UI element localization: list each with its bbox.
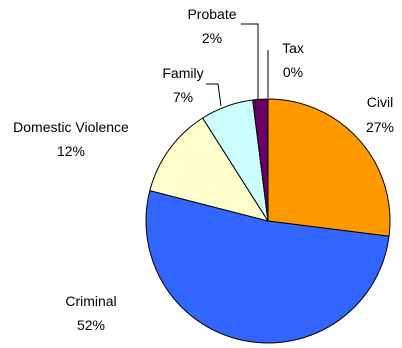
leader-line-family [206, 83, 222, 107]
slice-label-tax: Tax [282, 40, 304, 56]
slice-percent-probate: 2% [202, 30, 222, 46]
slice-label-family: Family [162, 65, 203, 81]
slice-percent-tax: 0% [283, 64, 303, 80]
slice-percent-civil: 27% [366, 119, 394, 135]
pie-slice-civil [267, 98, 391, 237]
slice-percent-family: 7% [173, 89, 193, 105]
pie-slice-criminal [145, 190, 390, 344]
leader-line-probate [241, 23, 259, 100]
slice-label-civil: Civil [367, 94, 393, 110]
slice-label-domestic-violence: Domestic Violence [13, 119, 129, 135]
pie-slices [145, 98, 391, 344]
pie-slice-domestic-violence [149, 117, 269, 222]
slice-percent-domestic-violence: 12% [57, 143, 85, 159]
slice-labels: Civil 27% Criminal 52% Domestic Violence 12% F… [13, 6, 394, 333]
pie-slice-probate [252, 98, 269, 222]
slice-percent-criminal: 52% [77, 317, 105, 333]
leader-lines [206, 23, 269, 107]
slice-label-probate: Probate [187, 6, 236, 22]
slice-label-criminal: Criminal [65, 293, 116, 309]
